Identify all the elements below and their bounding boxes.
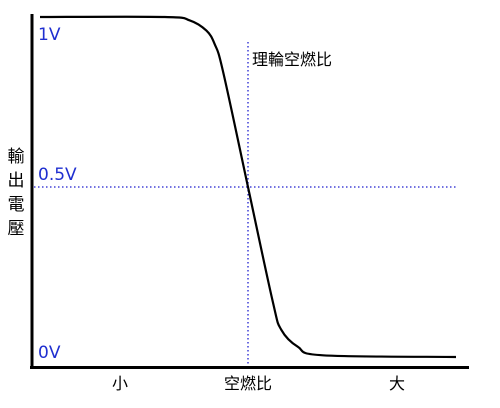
x-label-small: 小	[112, 374, 128, 393]
y-axis-label-char: 出	[8, 171, 25, 191]
voltage-curve	[39, 15, 457, 359]
y-tick-label-0v: 0V	[38, 343, 61, 363]
y-axis-label-char: 壓	[8, 219, 25, 239]
y-axis-label-char: 輸	[8, 147, 25, 167]
y-tick-label-0-5v: 0.5V	[38, 165, 77, 185]
stoichiometric-annotation: 理輪空燃比	[252, 50, 332, 69]
y-axis-label-char: 電	[8, 195, 25, 215]
x-label-large: 大	[389, 374, 405, 393]
y-tick-label-1v: 1V	[38, 25, 61, 45]
x-label-air-fuel-ratio: 空燃比	[224, 374, 272, 393]
